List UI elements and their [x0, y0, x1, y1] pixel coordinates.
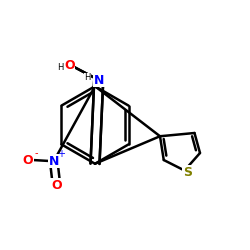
- Text: -: -: [34, 148, 38, 158]
- Text: O: O: [51, 179, 62, 192]
- Text: H: H: [84, 73, 91, 82]
- Text: +: +: [57, 149, 65, 159]
- Text: O: O: [64, 59, 74, 72]
- Text: N: N: [94, 74, 104, 86]
- Text: O: O: [23, 154, 33, 166]
- Text: H: H: [58, 64, 64, 72]
- Text: S: S: [183, 166, 192, 179]
- Text: N: N: [48, 155, 59, 168]
